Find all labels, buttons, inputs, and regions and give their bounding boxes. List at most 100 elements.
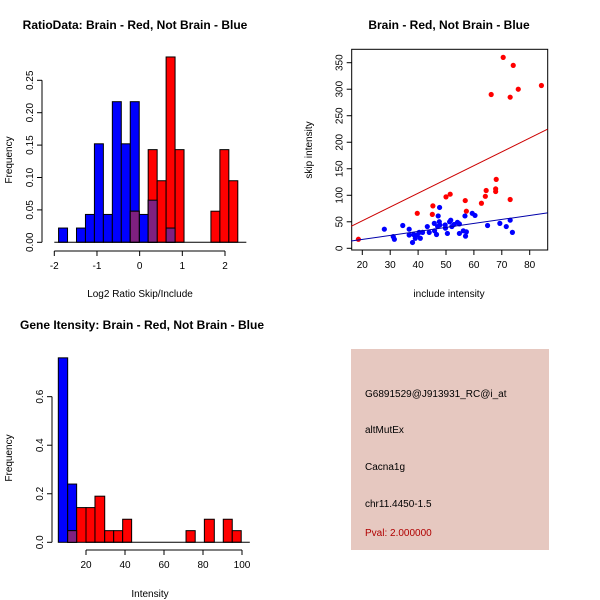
histogram-bar-brain [210,210,221,243]
chromosome-location: chr11.4450-1.5 [365,499,432,510]
scatter-point-not-brain [462,233,469,239]
histogram-bar-brain [104,530,115,543]
histogram-bar-not-brain [75,227,86,243]
x-tick-label: 50 [440,260,452,271]
histogram-bar-brain [185,530,196,543]
histogram-bar-not-brain [138,213,149,243]
histogram-bar-brain [222,518,233,543]
histogram-bar-overlap [147,199,158,243]
scatter-point-not-brain [436,204,443,211]
scatter-point-brain [488,91,494,98]
histogram-bar-overlap [165,227,176,243]
scatter-point-not-brain [409,239,416,246]
x-tick-label: 60 [158,560,170,571]
scatter-point-not-brain [462,213,468,219]
x-tick-label: 40 [119,560,131,571]
scatter-point-not-brain [391,236,397,242]
info-panel-background [351,349,549,550]
scatter-point-brain [500,54,506,60]
scatter-point-not-brain [444,230,450,237]
histogram-bar-brain [85,507,96,543]
y-tick-label: 100 [335,186,346,203]
x-tick-label: 70 [496,260,508,271]
histogram-bar-overlap [67,530,78,543]
scatter-point-not-brain [437,222,443,228]
gene-name: Cacna1g [365,462,405,473]
scatter-point-not-brain [426,229,432,235]
x-tick-label: 20 [80,560,92,571]
scatter-point-not-brain [503,223,509,230]
x-tick-label: 1 [180,261,186,272]
scatter-point-brain [430,203,436,209]
histogram-bar-brain [203,518,215,543]
chart-title: Brain - Red, Not Brain - Blue [368,18,530,32]
info-panel: G6891529@J913931_RC@i_at altMutEx Cacna1… [351,349,549,550]
x-axis-label: Log2 Ratio Skip/Include [87,289,193,300]
y-tick-label: 200 [335,133,346,150]
histogram-bar-not-brain [111,101,122,243]
y-tick-label: 0.6 [35,389,46,403]
y-tick-label: 0.0 [35,535,46,549]
scatter-point-not-brain [400,222,406,229]
scatter-point-brain [414,210,420,216]
scatter-point-not-brain [497,220,503,226]
scatter-point-brain [538,82,545,89]
x-tick-label: 40 [413,260,425,271]
x-tick-label: 80 [524,260,536,271]
y-tick-label: 250 [335,107,346,124]
scatter-point-brain [478,200,485,206]
scatter-point-brain [515,86,521,92]
x-tick-label: 2 [222,261,228,272]
x-tick-label: 0 [137,261,143,272]
histogram-bar-brain [174,149,185,243]
scatter-point-not-brain [406,232,412,238]
scatter-point-brain [429,211,435,217]
scatter-point-not-brain [463,229,469,235]
scatter-point-not-brain [472,212,478,219]
regression-line-not-brain [351,212,548,242]
histogram-bar-brain [219,149,230,243]
y-tick-label: 0.10 [25,167,36,187]
histogram-bar-brain [228,180,239,243]
y-tick-label: 0.05 [25,200,36,220]
histogram-bar-brain [94,495,106,543]
scatter-point-not-brain [424,223,430,230]
gene-intensity-histogram: Gene Itensity: Brain - Red, Not Brain - … [4,318,264,600]
scatter-point-not-brain [456,230,462,237]
y-tick-label: 300 [335,80,346,97]
p-value: Pval: 2.000000 [365,528,432,539]
scatter-point-brain [443,194,449,200]
scatter-point-brain [493,188,499,195]
scatter-point-brain [447,191,453,197]
histogram-bar-not-brain [84,213,95,243]
chart-title: RatioData: Brain - Red, Not Brain - Blue [23,18,248,32]
scatter-point-brain [507,196,513,203]
scatter-point-not-brain [431,220,437,226]
histogram-bar-not-brain [120,143,131,243]
y-tick-label: 0.20 [25,103,36,123]
scatter-point-brain [507,94,513,100]
ratio-histogram: RatioData: Brain - Red, Not Brain - Blue… [4,18,248,300]
histogram-bar-brain [113,530,124,543]
histogram-bar-brain [156,180,167,243]
y-tick-label: 0.25 [25,70,36,90]
histogram-bar-brain [122,518,133,543]
x-tick-label: -2 [50,261,59,272]
y-tick-label: 150 [335,160,346,177]
y-tick-label: 0.4 [35,438,46,452]
histogram-bar-not-brain [58,227,69,243]
histogram-bar-not-brain [102,213,113,243]
scatter-point-not-brain [433,231,440,238]
x-tick-label: 30 [385,260,397,271]
plot-box [351,48,549,251]
chart-title: Gene Itensity: Brain - Red, Not Brain - … [20,318,264,332]
scatter-point-not-brain [509,229,516,235]
x-tick-label: 100 [234,560,251,571]
probe-id: G6891529@J913931_RC@i_at [365,389,507,400]
event-type: altMutEx [365,425,404,436]
x-tick-label: 80 [197,560,209,571]
y-axis-label: Frequency [4,434,15,481]
x-tick-label: 20 [357,260,369,271]
intensity-scatter: Brain - Red, Not Brain - Blue include in… [304,18,549,300]
scatter-point-not-brain [406,226,412,232]
